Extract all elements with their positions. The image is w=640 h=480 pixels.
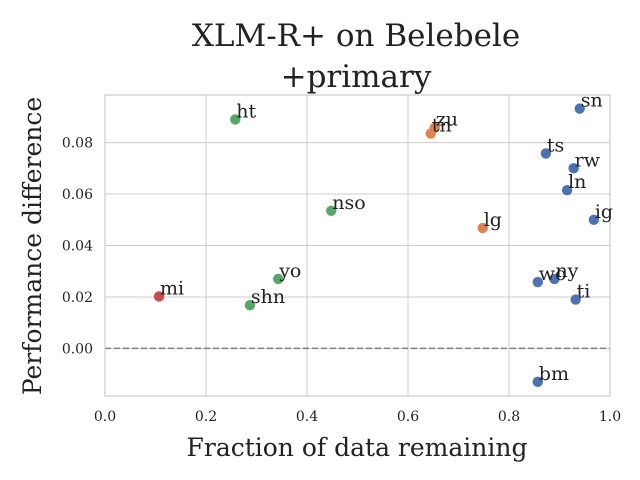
x-tick-label: 0.2	[195, 409, 217, 425]
x-tick-label: 0.4	[296, 409, 318, 425]
point-label-ig: ig	[595, 201, 613, 223]
point-label-ny: ny	[555, 260, 578, 282]
y-tick-label: 0.08	[62, 136, 93, 152]
data-point-ht	[230, 114, 241, 125]
x-tick-label: 0.0	[94, 409, 116, 425]
data-point-yo	[273, 273, 284, 285]
point-label-tn: tn	[432, 115, 452, 137]
data-point-shn	[244, 299, 256, 311]
data-point-ln	[561, 184, 573, 196]
point-label-lg: lg	[484, 209, 502, 231]
y-axis-label: Performance difference	[18, 97, 47, 395]
point-label-ln: ln	[568, 171, 586, 193]
x-axis-label: Fraction of data remaining	[187, 433, 528, 462]
y-tick-label: 0.04	[62, 239, 93, 255]
y-tick-label: 0.02	[62, 290, 93, 306]
x-tick-label: 0.8	[498, 409, 520, 425]
point-label-ts: ts	[547, 134, 564, 156]
data-point-tn	[425, 128, 436, 139]
data-point-bm	[532, 376, 543, 388]
grid-lines	[104, 95, 611, 396]
point-label-rw: rw	[575, 149, 601, 171]
point-label-nso: nso	[332, 192, 365, 214]
point-label-mi: mi	[160, 277, 184, 299]
point-label-bm: bm	[539, 363, 569, 385]
data-point-nso	[326, 205, 337, 216]
x-tick-label: 0.6	[397, 409, 419, 425]
point-label-sn: sn	[581, 90, 603, 112]
data-point-ig	[588, 214, 600, 225]
data-point-ts	[540, 148, 552, 159]
point-label-ht: ht	[236, 100, 256, 122]
data-point-mi	[153, 291, 165, 302]
data-points	[153, 103, 600, 388]
point-label-wo: wo	[539, 263, 567, 285]
x-tick-label: 1.0	[599, 409, 621, 425]
data-point-lg	[477, 222, 488, 234]
chart-title-line-1: XLM-R+ on Belebele	[192, 18, 520, 54]
data-point-ti	[570, 294, 581, 305]
point-label-ti: ti	[577, 281, 591, 303]
data-point-ny	[549, 273, 560, 285]
chart-title-line-2: +primary	[281, 59, 432, 95]
y-tick-label: 0.06	[62, 187, 93, 203]
data-point-sn	[574, 103, 585, 114]
point-label-zu: zu	[436, 109, 458, 131]
y-tick-label: 0.00	[62, 341, 93, 357]
tick-labels: 0.0 0.2 0.4 0.6 0.8 1.0 0.00 0.02 0.04 0.06 0.08	[62, 136, 621, 425]
plot-frame	[104, 94, 611, 397]
data-point-rw	[568, 163, 579, 174]
point-label-shn: shn	[251, 286, 285, 308]
point-label-yo: yo	[278, 260, 301, 282]
data-point-wo	[532, 276, 543, 288]
